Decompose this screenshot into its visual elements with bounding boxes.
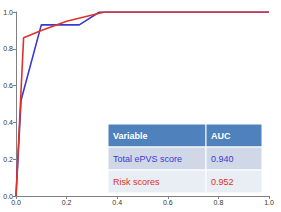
svg-text:0.0: 0.0	[11, 199, 21, 206]
svg-text:0.4: 0.4	[3, 119, 13, 126]
svg-text:0.2: 0.2	[3, 156, 13, 163]
svg-text:0.2: 0.2	[62, 199, 72, 206]
svg-text:Risk scores: Risk scores	[113, 177, 160, 187]
svg-text:0.6: 0.6	[163, 199, 173, 206]
svg-text:Variable: Variable	[113, 131, 148, 141]
svg-text:0.8: 0.8	[214, 199, 224, 206]
svg-text:1.0: 1.0	[264, 199, 274, 206]
svg-text:1.0: 1.0	[3, 9, 13, 16]
svg-text:0.0: 0.0	[3, 192, 13, 200]
svg-text:0.6: 0.6	[3, 82, 13, 89]
svg-text:AUC: AUC	[211, 131, 231, 141]
svg-text:0.952: 0.952	[211, 177, 234, 187]
svg-text:0.940: 0.940	[211, 154, 234, 164]
svg-text:0.8: 0.8	[3, 45, 13, 52]
svg-text:Total ePVS score: Total ePVS score	[113, 154, 182, 164]
svg-text:0.4: 0.4	[112, 199, 122, 206]
